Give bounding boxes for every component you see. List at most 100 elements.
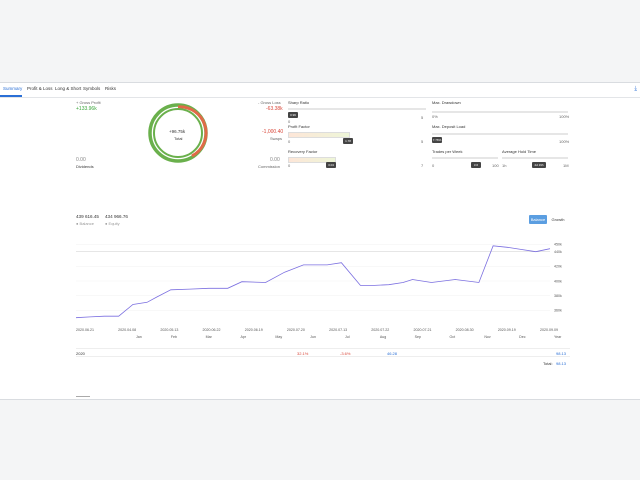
table-divider-2 [76, 356, 570, 357]
date-tick-label: 2020.07.20 [287, 328, 305, 332]
monthly-value-aug: -3.6% [340, 351, 351, 356]
active-tab-indicator [0, 95, 22, 97]
monthly-year: 2020 [76, 351, 85, 356]
recovery-factor-min: 0 [288, 163, 291, 168]
growth-button[interactable]: Growth [551, 217, 565, 222]
profit-factor-slider [288, 132, 350, 138]
max-drawdown-max: 100% [559, 114, 570, 119]
equity-value: 434 966.76 [105, 214, 128, 219]
date-tick-label: 2020.09.09 [540, 328, 558, 332]
swaps-value: -1,000.40 [262, 129, 284, 135]
tab-bar: Summary Profit & Loss Long & Short Symbo… [0, 83, 640, 98]
month-tick-label: Year [554, 335, 562, 339]
month-tick-label: Sep [415, 335, 421, 339]
gross-profit-label: + Gross Profit [76, 100, 101, 105]
max-deposit-load-max: 100% [559, 139, 570, 144]
month-tick-label: Nov [484, 335, 491, 339]
sharp-ratio-thumb: 0.96 [288, 112, 298, 118]
profit-loss-donut [148, 103, 208, 163]
commission-label: Commission [258, 164, 281, 169]
max-deposit-load-label: Max. Deposit Load [432, 124, 466, 129]
date-tick-label: 2020.06.22 [203, 328, 221, 332]
trades-per-week-max: 100 [492, 163, 499, 168]
total-label: Total: [543, 361, 553, 366]
avg-hold-time-track [502, 157, 568, 159]
total-value: 98.13 [556, 361, 567, 366]
y-tick-label: 420k [554, 265, 562, 269]
tab-long-short[interactable]: Long & Short [55, 86, 82, 91]
report-panel: Summary Profit & Loss Long & Short Symbo… [0, 82, 640, 400]
recovery-factor-max: 7 [421, 163, 424, 168]
gross-loss-label: - Gross Loss [258, 100, 281, 105]
equity-legend: ● Equity [105, 221, 120, 226]
balance-legend: ● Balance [76, 221, 94, 226]
y-tick-label: 380k [554, 294, 562, 298]
month-tick-label: Apr [241, 335, 247, 339]
donut-total-value: +96.75k [169, 129, 186, 134]
date-tick-label: 2020.07.13 [329, 328, 347, 332]
trades-per-week-min: 0 [432, 163, 435, 168]
month-tick-label: Jun [310, 335, 316, 339]
month-tick-label: May [275, 335, 282, 339]
tab-symbols[interactable]: Symbols [83, 86, 101, 91]
max-drawdown-track [432, 111, 568, 113]
dividends-label: Dividends [76, 164, 94, 169]
sharp-ratio-max: 5 [421, 115, 424, 120]
date-tick-label: 2020.08.30 [456, 328, 474, 332]
dividends-value: 0.00 [76, 157, 86, 163]
commission-value: 0.00 [270, 157, 280, 163]
swaps-label: Swaps [270, 136, 283, 141]
scrollbar-handle[interactable] [76, 396, 90, 397]
monthly-value-year: 98.13 [556, 351, 567, 356]
gross-loss-value: -63.38k [266, 106, 283, 112]
trades-per-week-label: Trades per Week [432, 149, 463, 154]
month-tick-label: Jul [345, 335, 350, 339]
balance-chart: 450k 440k 420k 400k 380k 360k 2020.06.21 2020.0… [76, 243, 562, 339]
profit-factor-min: 0 [288, 139, 291, 144]
equity-label: Equity [108, 221, 120, 226]
max-deposit-load-thumb: 7.76% [432, 137, 442, 143]
avg-hold-time-min: 1h [502, 163, 507, 168]
download-icon[interactable]: ⤓ [634, 86, 637, 92]
y-tick-label: 450k [554, 243, 562, 247]
sharp-ratio-track [288, 108, 426, 110]
max-deposit-load-track [432, 133, 568, 135]
avg-hold-time-thumb: 4d 19h [532, 162, 546, 168]
balance-label: Balance [79, 221, 94, 226]
date-tick-label: 2020.06.21 [76, 328, 94, 332]
sharp-ratio-min: 0 [288, 119, 291, 124]
trades-per-week-thumb: 3.6 [471, 162, 481, 168]
max-drawdown-min: 0% [432, 114, 438, 119]
month-tick-label: Oct [450, 335, 456, 339]
table-divider [76, 348, 570, 349]
profit-factor-max: 5 [421, 139, 424, 144]
date-tick-label: 2020.07.22 [371, 328, 389, 332]
y-tick-label: 440k [554, 250, 562, 254]
date-tick-label: 2020.05.13 [160, 328, 178, 332]
month-tick-label: Dec [519, 335, 526, 339]
avg-hold-time-max: 1M [563, 163, 569, 168]
month-tick-label: Aug [380, 335, 386, 339]
avg-hold-time-label: Average Hold Time [502, 149, 536, 154]
date-tick-label: 2020.06.19 [245, 328, 263, 332]
balance-value: 439 616.45 [76, 214, 99, 219]
gross-profit-value: +133.96k [76, 106, 97, 112]
y-tick-label: 360k [554, 309, 562, 313]
profit-factor-label: Profit Factor [288, 124, 310, 129]
profit-factor-thumb: 1.78 [343, 138, 353, 144]
date-tick-label: 2020.07.21 [413, 328, 431, 332]
donut-total-label: Total [174, 136, 183, 141]
sharp-ratio-label: Sharp Ratio [288, 100, 310, 105]
y-tick-label: 400k [554, 279, 562, 283]
tab-summary[interactable]: Summary [3, 86, 23, 91]
monthly-value-jul: 32.1% [297, 351, 309, 356]
date-tick-label: 2020.09.19 [498, 328, 516, 332]
tab-profit-loss[interactable]: Profit & Loss [27, 86, 53, 91]
monthly-value-sep: 46.28 [387, 351, 398, 356]
tab-risks[interactable]: Risks [105, 86, 116, 91]
trades-per-week-track [432, 157, 498, 159]
month-tick-label: Mar [206, 335, 213, 339]
recovery-factor-thumb: 3.04 [326, 162, 336, 168]
balance-button[interactable]: Balance [529, 215, 547, 224]
max-drawdown-label: Max. Drawdown [432, 100, 461, 105]
